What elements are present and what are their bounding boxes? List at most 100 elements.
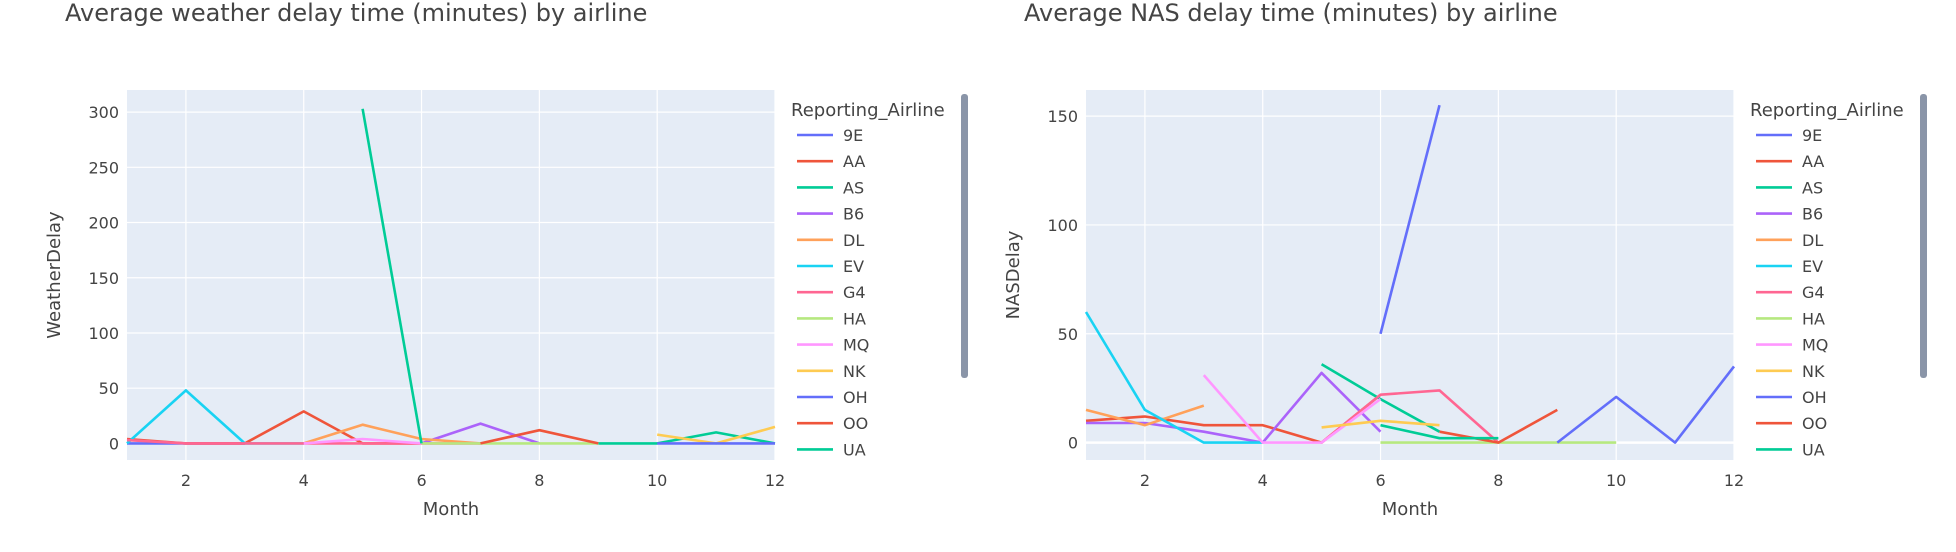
series-line-oo — [1439, 408, 1558, 444]
legend-label: HA — [1802, 309, 1825, 328]
y-tick-label: 150 — [88, 269, 119, 288]
legend-item-aa[interactable]: AA — [1756, 152, 1824, 171]
legend[interactable]: Reporting_Airline 9E AA AS B6 DL EV G4 HA MQ NK OH… — [791, 94, 968, 459]
legend-item-g4[interactable]: G4 — [797, 283, 866, 302]
legend-label: OH — [843, 388, 868, 407]
legend-scrollbar[interactable] — [961, 94, 968, 378]
series-line-oh — [1556, 365, 1736, 444]
legend-label: B6 — [1802, 205, 1823, 224]
axis-ticks: 2 4 6 8 10 12 0 50 100 150 — [1047, 107, 1744, 490]
series-line-dl — [303, 423, 481, 445]
legend-label: AA — [1802, 152, 1824, 171]
legend-label: HA — [843, 309, 866, 328]
y-axis-label: NASDelay — [1003, 230, 1024, 319]
legend-item-ha[interactable]: HA — [1756, 309, 1825, 328]
x-tick-label: 12 — [765, 471, 785, 490]
legend-item-as[interactable]: AS — [1756, 178, 1823, 197]
y-tick-label: 200 — [88, 214, 119, 233]
chart-title: Average weather delay time (minutes) by … — [65, 0, 647, 27]
legend-label: AS — [1802, 178, 1823, 197]
legend-label: G4 — [1802, 283, 1825, 302]
series-line-b6 — [421, 422, 540, 445]
legend-item-b6[interactable]: B6 — [797, 205, 864, 224]
y-tick-label: 250 — [88, 158, 119, 177]
legend-item-oo[interactable]: OO — [1756, 414, 1827, 433]
axis-ticks: 2 4 6 8 10 12 0 50 100 150 200 250 300 — [88, 103, 785, 490]
chart-title: Average NAS delay time (minutes) by airl… — [1024, 0, 1558, 27]
y-tick-label: 300 — [88, 103, 119, 122]
legend-item-9e[interactable]: 9E — [797, 126, 863, 145]
x-tick-label: 8 — [534, 471, 544, 490]
legend-label: DL — [1802, 231, 1823, 250]
legend-label: OH — [1802, 388, 1827, 407]
legend-item-nk[interactable]: NK — [797, 362, 866, 381]
series-lines — [1084, 104, 1736, 444]
series-line-dl — [1085, 404, 1205, 427]
series-line-ua — [361, 108, 423, 444]
legend-item-ua[interactable]: UA — [1756, 440, 1825, 459]
legend-item-dl[interactable]: DL — [1756, 231, 1823, 250]
y-tick-label: 0 — [109, 434, 119, 453]
y-tick-label: 100 — [1047, 216, 1078, 235]
series-line-nk — [1321, 419, 1440, 429]
nas-delay-chart: Average NAS delay time (minutes) by airl… — [1003, 0, 1927, 520]
x-tick-label: 4 — [1258, 471, 1268, 490]
x-tick-label: 6 — [416, 471, 426, 490]
legend-title: Reporting_Airline — [1750, 100, 1904, 121]
series-line-g4 — [1320, 389, 1500, 444]
series-line-oo — [480, 428, 599, 445]
legend-label: B6 — [843, 205, 864, 224]
legend-item-g4[interactable]: G4 — [1756, 283, 1825, 302]
legend-label: AA — [843, 152, 865, 171]
x-tick-label: 4 — [299, 471, 309, 490]
x-axis-label: Month — [1382, 499, 1438, 520]
legend-item-as[interactable]: AS — [797, 178, 864, 197]
legend-item-ha[interactable]: HA — [797, 309, 866, 328]
legend-label: UA — [1802, 440, 1825, 459]
legend-label: MQ — [1802, 336, 1828, 355]
legend-item-9e[interactable]: 9E — [1756, 126, 1822, 145]
x-tick-label: 10 — [647, 471, 667, 490]
series-line-9e — [1379, 104, 1441, 335]
legend-label: G4 — [843, 283, 866, 302]
legend-item-oo[interactable]: OO — [797, 414, 868, 433]
legend-item-mq[interactable]: MQ — [1756, 336, 1828, 355]
legend-title: Reporting_Airline — [791, 100, 945, 121]
legend-label: EV — [1802, 257, 1823, 276]
x-axis-label: Month — [423, 499, 479, 520]
series-lines — [126, 108, 776, 445]
legend-item-dl[interactable]: DL — [797, 231, 864, 250]
legend-item-ua[interactable]: UA — [797, 440, 866, 459]
legend-item-oh[interactable]: OH — [1756, 388, 1827, 407]
legend-item-oh[interactable]: OH — [797, 388, 868, 407]
plot-area — [1086, 90, 1734, 460]
plot-area — [127, 90, 775, 460]
legend-label: NK — [1802, 362, 1825, 381]
legend-label: 9E — [1802, 126, 1822, 145]
y-tick-label: 150 — [1047, 107, 1078, 126]
legend[interactable]: Reporting_Airline 9E AA AS B6 DL EV G4 HA MQ NK OH… — [1750, 94, 1927, 459]
legend-items: 9E AA AS B6 DL EV G4 HA MQ NK OH OO UA — [797, 126, 869, 459]
y-axis-label: WeatherDelay — [44, 211, 65, 339]
legend-item-nk[interactable]: NK — [1756, 362, 1825, 381]
x-tick-label: 6 — [1375, 471, 1385, 490]
legend-label: OO — [1802, 414, 1827, 433]
legend-item-ev[interactable]: EV — [797, 257, 864, 276]
legend-label: DL — [843, 231, 864, 250]
legend-label: NK — [843, 362, 866, 381]
legend-scrollbar[interactable] — [1920, 94, 1927, 378]
legend-item-b6[interactable]: B6 — [1756, 205, 1823, 224]
legend-label: OO — [843, 414, 868, 433]
legend-label: MQ — [843, 336, 869, 355]
legend-label: AS — [843, 178, 864, 197]
series-line-mq — [1202, 374, 1382, 444]
x-tick-label: 2 — [1140, 471, 1150, 490]
y-tick-label: 50 — [1058, 325, 1078, 344]
series-line-ua — [1380, 423, 1499, 440]
series-line-ev — [1084, 311, 1263, 444]
x-tick-label: 10 — [1606, 471, 1626, 490]
legend-item-mq[interactable]: MQ — [797, 336, 869, 355]
legend-item-ev[interactable]: EV — [1756, 257, 1823, 276]
legend-item-aa[interactable]: AA — [797, 152, 865, 171]
